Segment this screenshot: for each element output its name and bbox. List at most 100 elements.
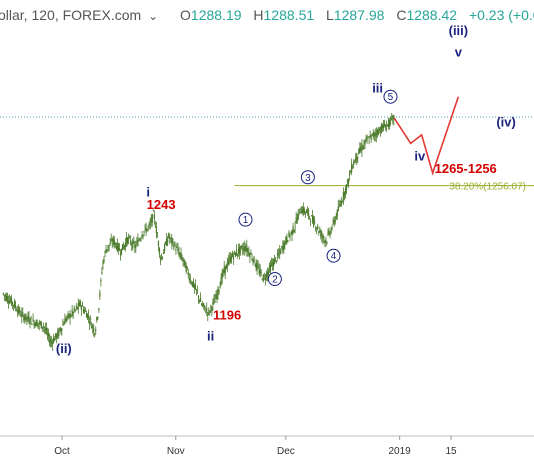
candle-body [52,341,54,345]
candle-body [233,251,236,253]
wave-label: ii [207,328,214,343]
candle-body [92,325,94,328]
candle-body [142,234,144,236]
candle-body [184,261,186,269]
candle-body [57,331,59,337]
chevron-down-icon[interactable]: ⌄ [148,9,158,23]
candle-body [278,254,280,255]
candle-body [388,120,390,127]
candle-body [228,258,230,259]
candle-body [224,266,226,274]
candle-body [155,227,157,234]
candle-body [61,328,63,332]
candle-body [110,239,112,241]
candle-body [368,141,370,143]
candle-body [366,138,368,141]
candle-body [65,318,67,321]
symbol-label[interactable]: ollar, 120, FOREX.com [0,7,141,23]
candle-body [158,248,161,254]
candle-body [268,265,271,269]
candle-body [351,163,353,172]
candle-body [218,290,220,292]
open-label: O [180,7,191,23]
candle-body [332,220,334,222]
candle-body [361,145,363,151]
candle-body [258,269,260,274]
candle-body [164,244,166,252]
candle-body [10,297,13,305]
candle-body [364,140,366,145]
candle-body [367,137,369,139]
candle-body [250,253,252,255]
candle-body [120,248,123,255]
candle-body [381,125,384,128]
candle-body [129,236,131,238]
candle-body [194,285,197,290]
candle-body [372,133,374,137]
x-tick-label: 2019 [389,446,412,457]
candle-body [133,241,135,243]
candle-body [187,272,189,276]
candle-body [272,260,275,267]
candle-body [341,201,343,203]
candle-body [207,312,209,316]
candle-body [30,317,32,320]
candle-body [243,247,245,251]
candle-body [297,213,299,220]
candle-body [380,124,383,133]
wave-label: iv [414,148,426,163]
candle-body [118,248,120,251]
candle-body [245,248,247,251]
candle-body [19,309,21,313]
candle-body [342,191,345,199]
candle-body [79,301,81,306]
candle-body [239,246,241,254]
candle-body [215,294,217,299]
candle-body [136,241,138,243]
candle-body [234,252,237,257]
candle-body [373,132,375,137]
candle-body [143,231,145,233]
fib-level-label: 38.20%(1256.07) [449,182,526,193]
wave-circle-label: 2 [272,275,278,286]
candle-body [80,307,82,310]
candle-body [26,317,28,319]
candle-body [29,322,31,324]
candle-body [147,226,149,228]
candle-body [374,133,376,136]
candle-body [88,322,91,324]
candle-body [291,230,293,236]
candle-body [44,328,47,330]
candle-body [160,258,163,259]
candle-body [18,306,20,313]
projection-path [393,96,460,176]
wave-label: 1265-1256 [435,161,497,176]
candle-body [113,239,115,245]
wave-label: (ii) [56,341,72,356]
candle-body [76,307,78,309]
candle-body [251,258,253,260]
candle-body [24,317,26,320]
candle-body [288,232,290,237]
candle-body [223,266,225,272]
candle-body [100,279,102,282]
candle-body [75,306,77,308]
candle-body [151,214,153,223]
candle-body [49,340,52,343]
candle-body [296,218,298,223]
candle-body [357,156,359,159]
candle-body [17,310,19,314]
candle-body [356,153,358,161]
wave-circle-label: 1 [243,215,249,226]
candle-body [111,243,113,244]
candle-body [226,262,228,268]
candle-body [256,263,258,270]
candle-body [144,226,146,228]
candle-body [189,278,191,281]
candle-body [230,256,233,261]
candle-body [60,329,62,332]
candle-body [287,240,289,243]
open-value: 1288.19 [191,7,242,23]
candle-body [152,210,154,212]
